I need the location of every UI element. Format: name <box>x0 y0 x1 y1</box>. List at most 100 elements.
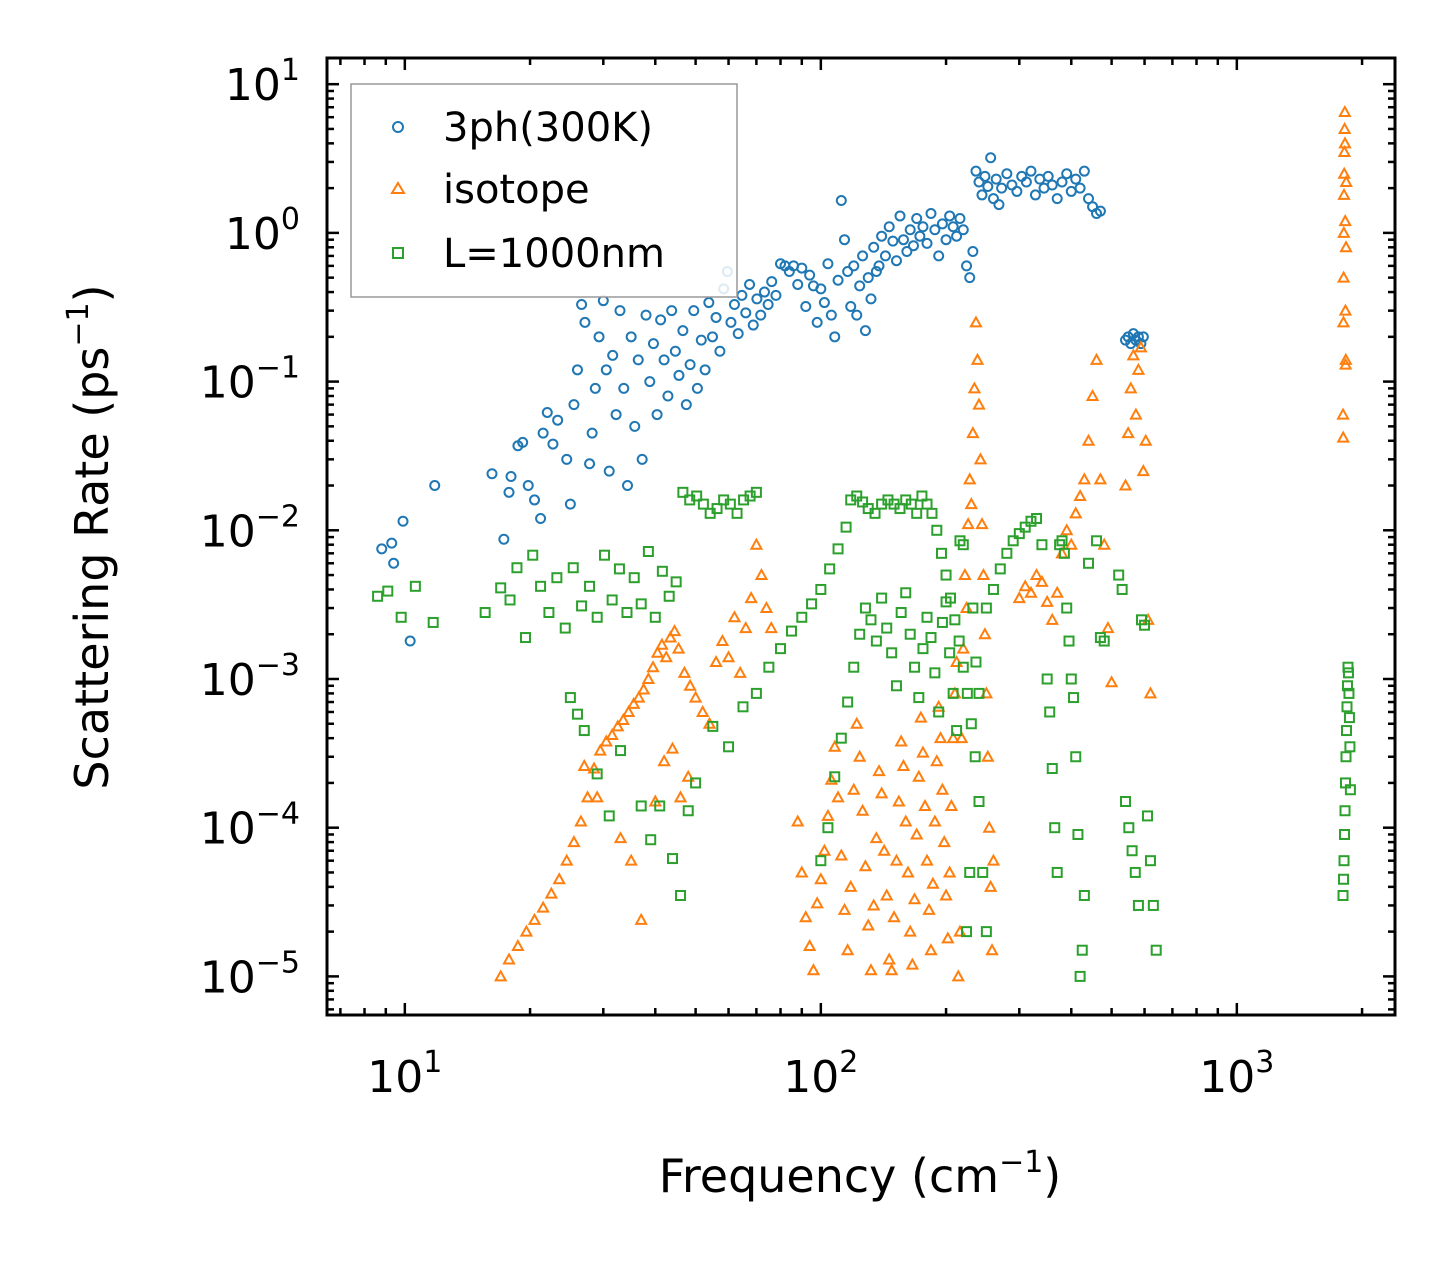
data-point-3ph <box>744 278 756 290</box>
data-point-L1000nm <box>635 800 647 812</box>
data-point-L1000nm <box>621 606 633 618</box>
data-point-L1000nm <box>835 732 847 744</box>
data-point-3ph <box>1056 176 1068 188</box>
data-point-L1000nm <box>1025 515 1037 527</box>
data-point-3ph <box>703 297 715 309</box>
data-point-L1000nm <box>667 853 679 865</box>
data-point-isotope <box>632 690 646 703</box>
data-point-isotope <box>939 888 953 901</box>
data-point-3ph <box>954 212 966 224</box>
data-point-3ph <box>576 298 588 310</box>
data-point-3ph <box>936 218 948 230</box>
data-point-3ph <box>603 465 615 477</box>
data-point-3ph <box>732 328 744 340</box>
data-point-isotope <box>899 814 913 827</box>
data-point-isotope <box>1339 352 1353 365</box>
data-point-L1000nm <box>1076 944 1088 956</box>
data-point-isotope <box>920 853 934 866</box>
data-point-isotope <box>864 963 878 976</box>
data-point-isotope <box>880 888 894 901</box>
data-point-L1000nm <box>949 614 961 626</box>
data-point-L1000nm <box>980 602 992 614</box>
data-point-3ph <box>740 307 752 319</box>
data-point-L1000nm <box>987 583 999 595</box>
data-point-isotope <box>887 910 901 923</box>
series-1 <box>493 104 1353 982</box>
data-point-isotope <box>970 352 985 365</box>
data-point-isotope <box>905 957 920 970</box>
data-point-isotope <box>834 848 849 861</box>
data-point-L1000nm <box>535 580 547 592</box>
data-point-L1000nm <box>1001 547 1013 559</box>
data-point-isotope <box>493 969 508 982</box>
data-point-isotope <box>912 769 926 782</box>
data-point-L1000nm <box>1019 521 1031 533</box>
data-point-L1000nm <box>1132 899 1144 911</box>
data-point-isotope <box>867 898 881 911</box>
data-point-L1000nm <box>865 614 877 626</box>
data-point-L1000nm <box>970 656 982 668</box>
data-point-L1000nm <box>1116 583 1128 595</box>
data-point-isotope <box>840 943 855 956</box>
data-point-isotope <box>621 704 636 717</box>
data-point-L1000nm <box>1342 661 1354 673</box>
data-point-3ph <box>832 274 844 286</box>
data-point-3ph <box>614 305 626 317</box>
data-point-isotope <box>1131 362 1146 375</box>
data-point-isotope <box>627 696 641 709</box>
data-point-L1000nm <box>964 866 976 878</box>
data-point-L1000nm <box>1341 725 1353 737</box>
data-point-L1000nm <box>940 596 952 608</box>
data-point-3ph <box>857 250 869 262</box>
data-point-3ph <box>629 420 641 432</box>
data-point-3ph <box>571 364 583 376</box>
data-point-3ph <box>537 427 549 439</box>
data-point-isotope <box>931 699 946 712</box>
data-point-isotope <box>590 790 604 803</box>
data-point-3ph <box>940 234 952 246</box>
data-point-L1000nm <box>724 498 736 510</box>
data-point-isotope <box>791 814 805 827</box>
data-point-isotope <box>1338 303 1353 316</box>
data-point-L1000nm <box>750 687 762 699</box>
data-point-isotope <box>605 727 619 741</box>
data-point-isotope <box>1337 225 1351 238</box>
data-point-3ph <box>901 245 913 257</box>
data-point-L1000nm <box>904 628 916 640</box>
data-point-L1000nm <box>511 562 523 574</box>
data-point-3ph <box>564 498 576 510</box>
data-point-isotope <box>933 731 948 744</box>
data-point-3ph <box>947 221 959 233</box>
data-point-L1000nm <box>1070 751 1082 763</box>
data-point-L1000nm <box>642 546 654 558</box>
y-tick-label: 10−3 <box>200 648 300 706</box>
data-point-3ph <box>1046 179 1058 191</box>
data-point-3ph <box>929 224 941 236</box>
data-point-isotope <box>896 758 911 771</box>
data-point-L1000nm <box>815 583 827 595</box>
data-point-L1000nm <box>1139 619 1151 631</box>
data-point-3ph <box>967 245 979 257</box>
data-point-3ph <box>904 224 916 236</box>
data-point-L1000nm <box>731 507 743 519</box>
data-point-L1000nm <box>675 889 687 901</box>
data-point-L1000nm <box>957 539 969 551</box>
data-point-L1000nm <box>929 667 941 679</box>
data-point-L1000nm <box>973 796 985 808</box>
legend-marker-3ph <box>392 121 404 133</box>
data-point-isotope <box>1336 407 1350 420</box>
data-point-isotope <box>593 743 607 756</box>
data-point-isotope <box>1101 621 1115 634</box>
data-point-L1000nm <box>750 486 762 498</box>
data-point-L1000nm <box>965 718 977 730</box>
data-point-L1000nm <box>1083 557 1095 569</box>
data-point-L1000nm <box>921 611 933 623</box>
data-point-3ph <box>766 276 778 288</box>
data-point-3ph <box>985 152 997 164</box>
data-point-3ph <box>762 298 774 310</box>
data-point-isotope <box>681 769 695 782</box>
data-point-L1000nm <box>479 606 491 618</box>
data-point-L1000nm <box>395 611 407 623</box>
data-point-3ph <box>618 382 630 394</box>
data-point-L1000nm <box>1339 828 1351 840</box>
